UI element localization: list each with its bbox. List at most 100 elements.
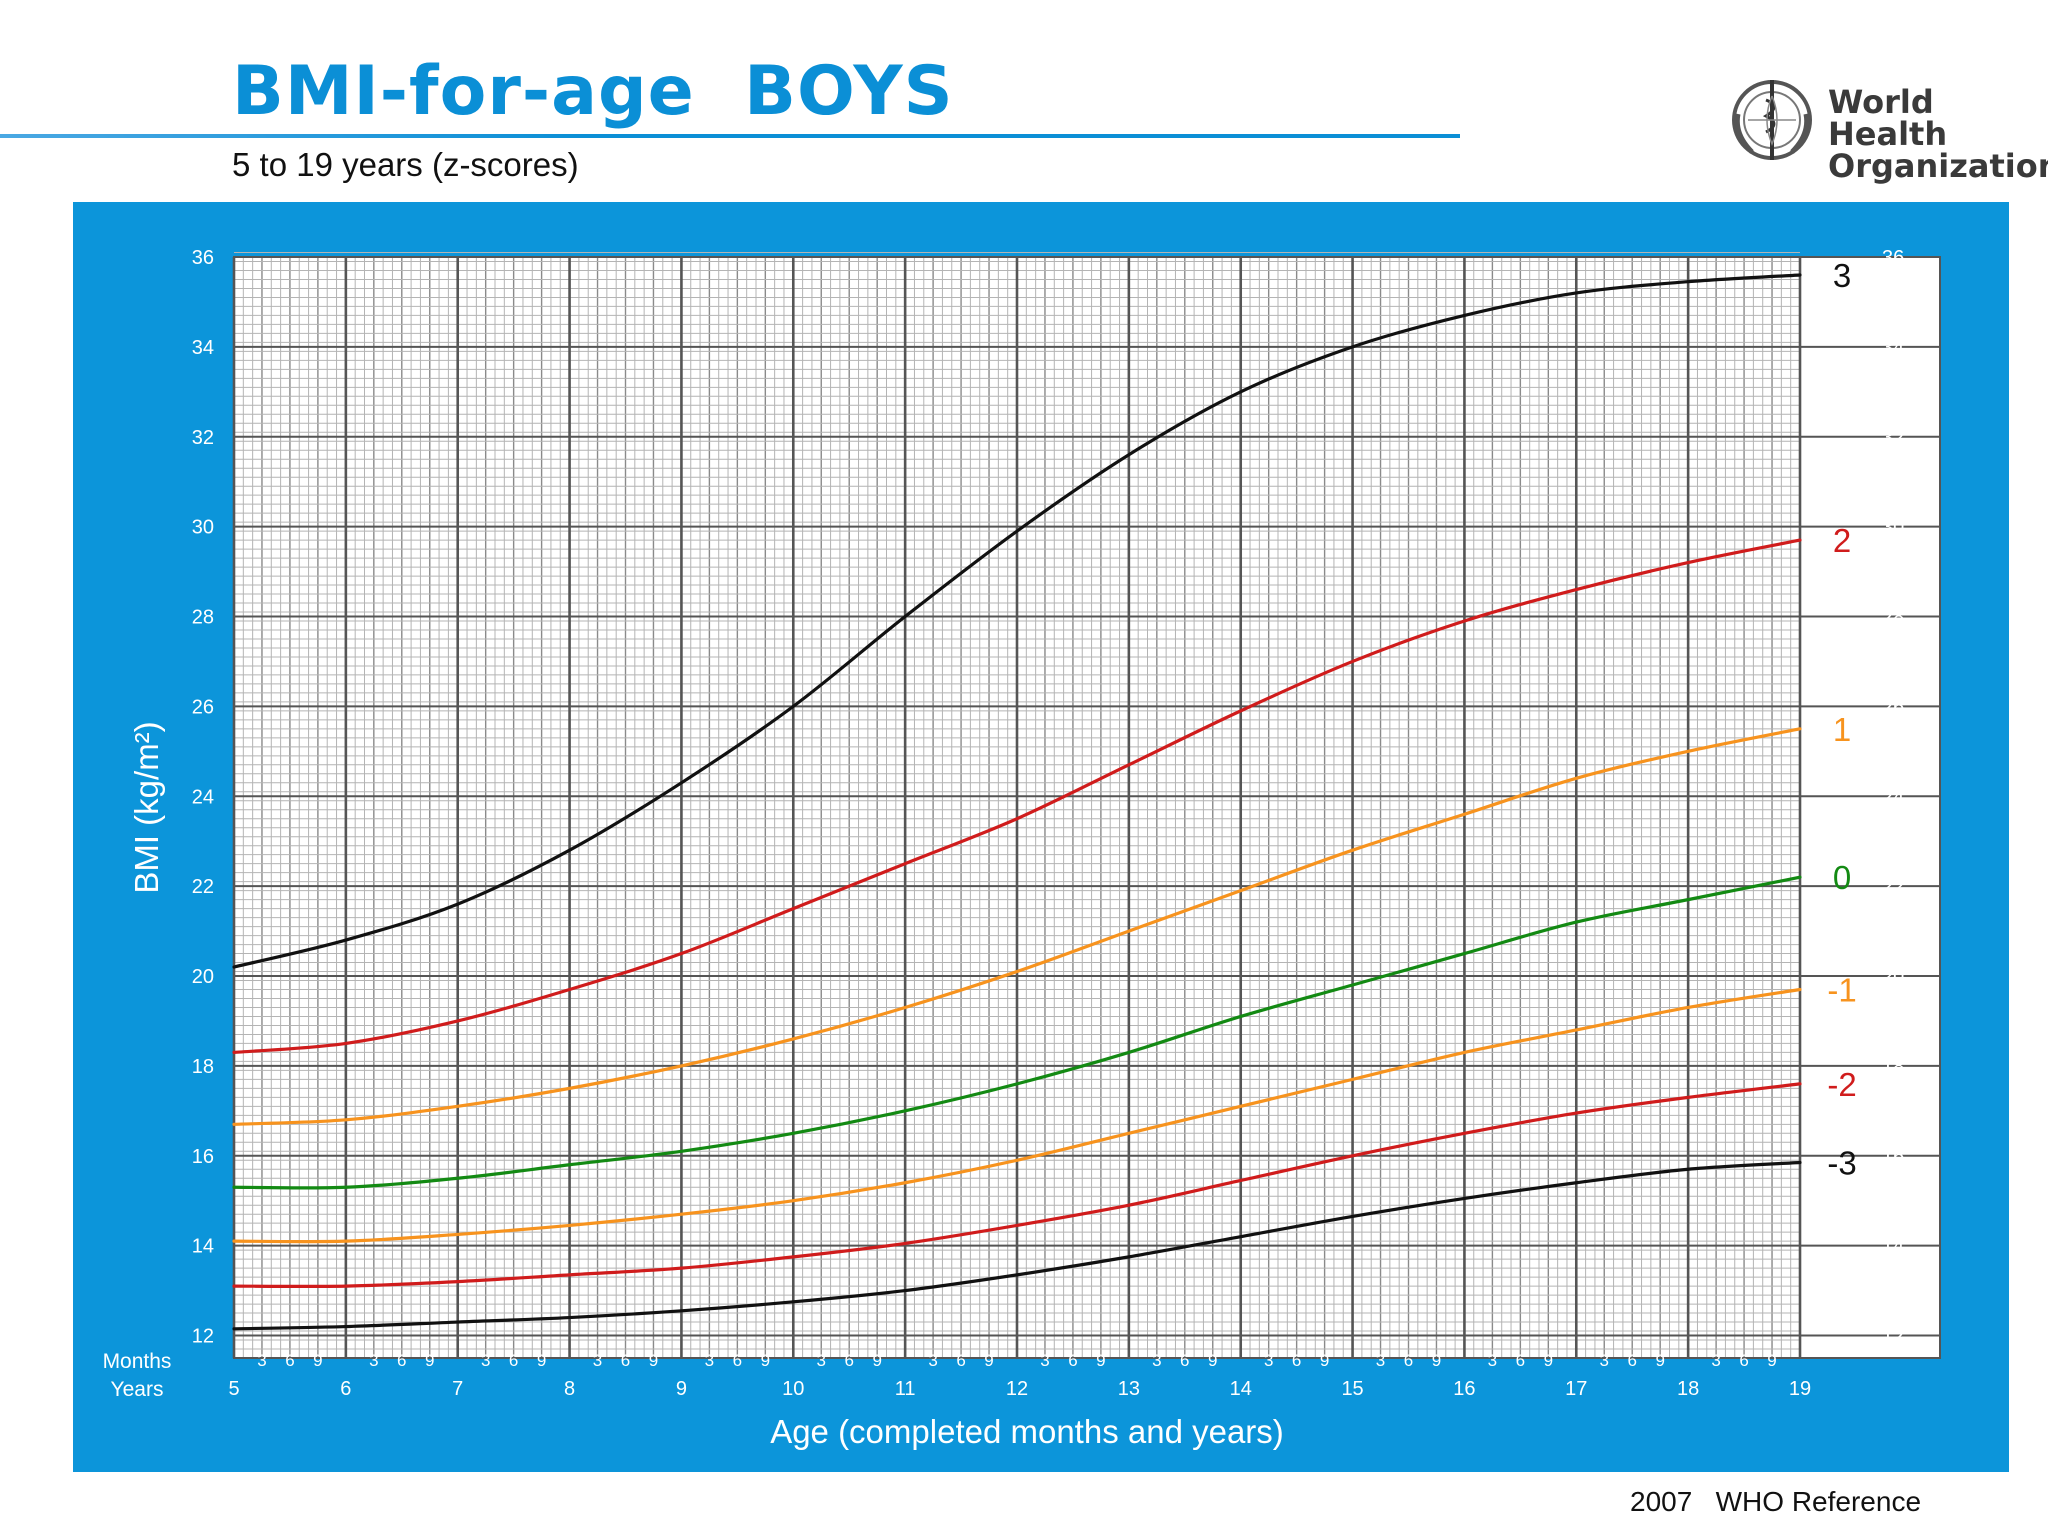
- x-tick-label-month: 6: [1516, 1351, 1525, 1370]
- y-tick-label-left: 14: [192, 1236, 214, 1258]
- y-tick-label-right: 34: [1882, 337, 1904, 359]
- x-tick-label-year: 10: [782, 1378, 804, 1400]
- y-tick-label-left: 34: [192, 337, 214, 359]
- y-tick-label-left: 20: [192, 966, 214, 988]
- zscore-curves: [232, 273, 1802, 1331]
- footer-reference: 2007 WHO Reference: [1630, 1486, 1922, 1517]
- y-tick-label-right: 36: [1882, 247, 1904, 269]
- x-tick-label-month: 3: [593, 1351, 602, 1370]
- x-tick-label-month: 3: [257, 1351, 266, 1370]
- zscore-label--1: -1: [1827, 972, 1856, 1009]
- x-tick-label-month: 6: [1404, 1351, 1413, 1370]
- x-tick-label-year: 9: [676, 1378, 687, 1400]
- y-tick-label-right: 18: [1882, 1056, 1904, 1078]
- x-tick-label-month: 9: [425, 1351, 434, 1370]
- who-emblem-icon: [1732, 80, 1812, 160]
- x-axis-title: Age (completed months and years): [770, 1413, 1284, 1450]
- curve-z-3: [232, 1160, 1802, 1331]
- years-row-label: Years: [111, 1378, 164, 1401]
- zscore-label--3: -3: [1827, 1145, 1856, 1182]
- x-tick-label-month: 6: [1292, 1351, 1301, 1370]
- y-tick-label-right: 20: [1882, 966, 1904, 988]
- x-tick-label-year: 12: [1006, 1378, 1028, 1400]
- x-tick-label-year: 11: [895, 1378, 916, 1400]
- x-tick-label-month: 9: [1655, 1351, 1664, 1370]
- x-tick-label-month: 6: [1068, 1351, 1077, 1370]
- title-divider: [0, 134, 1460, 138]
- y-tick-label-right: 22: [1882, 876, 1904, 898]
- x-tick-label-year: 8: [564, 1378, 575, 1400]
- curve-z2: [232, 538, 1802, 1055]
- x-tick-label-month: 3: [1376, 1351, 1385, 1370]
- y-tick-label-left: 26: [192, 696, 214, 718]
- x-tick-label-month: 6: [1180, 1351, 1189, 1370]
- x-tick-label-month: 3: [369, 1351, 378, 1370]
- x-tick-label-month: 6: [1739, 1351, 1748, 1370]
- x-tick-label-year: 5: [228, 1378, 239, 1400]
- y-tick-label-left: 28: [192, 607, 214, 629]
- chart-subtitle: 5 to 19 years (z-scores): [232, 146, 579, 183]
- curve-z0: [232, 875, 1802, 1190]
- x-tick-label-year: 6: [340, 1378, 351, 1400]
- x-tick-label-month: 3: [817, 1351, 826, 1370]
- x-tick-label-month: 9: [1767, 1351, 1776, 1370]
- y-tick-label-left: 32: [192, 427, 214, 449]
- zscore-label--2: -2: [1827, 1066, 1856, 1103]
- x-tick-label-month: 3: [1152, 1351, 1161, 1370]
- zscore-label-1: 1: [1833, 711, 1851, 748]
- x-tick-label-month: 6: [509, 1351, 518, 1370]
- plot-frame: [233, 256, 1941, 1359]
- x-tick-label-month: 9: [872, 1351, 881, 1370]
- y-tick-label-left: 36: [192, 247, 214, 269]
- x-tick-label-month: 9: [313, 1351, 322, 1370]
- y-tick-label-right: 28: [1882, 607, 1904, 629]
- y-tick-label-right: 14: [1882, 1236, 1904, 1258]
- chart-title: BMI-for-age BOYS: [232, 52, 954, 131]
- y-axis-title: BMI (kg/m²): [128, 721, 165, 893]
- x-tick-label-month: 9: [537, 1351, 546, 1370]
- x-tick-label-month: 9: [1432, 1351, 1441, 1370]
- zscore-label-2: 2: [1833, 522, 1851, 559]
- x-tick-label-year: 18: [1677, 1378, 1699, 1400]
- y-tick-label-right: 26: [1882, 696, 1904, 718]
- x-tick-label-month: 3: [1711, 1351, 1720, 1370]
- curve-z-2: [232, 1082, 1802, 1289]
- x-tick-label-month: 9: [1096, 1351, 1105, 1370]
- x-tick-label-year: 15: [1341, 1378, 1363, 1400]
- x-tick-label-month: 6: [285, 1351, 294, 1370]
- curve-z1: [232, 727, 1802, 1126]
- curve-z-1: [232, 987, 1802, 1244]
- x-tick-label-month: 6: [844, 1351, 853, 1370]
- plot-area: [234, 257, 1940, 1358]
- x-tick-label-month: 9: [1544, 1351, 1553, 1370]
- x-tick-label-month: 3: [481, 1351, 490, 1370]
- y-tick-label-right: 12: [1882, 1326, 1904, 1348]
- y-tick-label-right: 24: [1882, 786, 1904, 808]
- y-tick-label-left: 24: [192, 786, 214, 808]
- x-tick-label-year: 17: [1565, 1378, 1587, 1400]
- x-tick-label-month: 3: [1040, 1351, 1049, 1370]
- x-tick-label-month: 9: [1208, 1351, 1217, 1370]
- x-tick-label-month: 3: [1600, 1351, 1609, 1370]
- x-tick-labels: 5 6 7 8 9 10 11 12 13 14 15 16 17 18 193 6 9 3 6 9 3 6 9 3 6 9 3 6 9…: [228, 1351, 1811, 1400]
- x-tick-label-month: 9: [1320, 1351, 1329, 1370]
- x-tick-label-year: 19: [1789, 1378, 1811, 1400]
- x-tick-label-year: 16: [1453, 1378, 1475, 1400]
- y-tick-label-left: 22: [192, 876, 214, 898]
- x-tick-label-month: 3: [928, 1351, 937, 1370]
- y-tick-label-left: 30: [192, 517, 214, 539]
- months-row-label: Months: [103, 1350, 172, 1373]
- x-tick-label-month: 9: [761, 1351, 770, 1370]
- who-organization-name: World Health Organization: [1828, 86, 2048, 182]
- x-tick-label-month: 6: [1627, 1351, 1636, 1370]
- x-tick-label-month: 6: [397, 1351, 406, 1370]
- y-tick-label-right: 30: [1882, 517, 1904, 539]
- y-tick-label-right: 16: [1882, 1146, 1904, 1168]
- org-name-line2: Organization: [1828, 147, 2048, 185]
- zscore-label-0: 0: [1833, 859, 1851, 896]
- x-tick-label-month: 3: [1488, 1351, 1497, 1370]
- y-tick-label-right: 32: [1882, 427, 1904, 449]
- y-tick-label-left: 16: [192, 1146, 214, 1168]
